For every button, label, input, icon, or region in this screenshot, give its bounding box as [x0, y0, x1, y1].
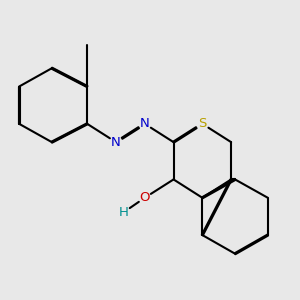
- Text: S: S: [198, 117, 206, 130]
- Text: N: N: [111, 136, 121, 148]
- Text: O: O: [140, 191, 150, 204]
- Text: H: H: [119, 206, 129, 219]
- Text: N: N: [140, 117, 150, 130]
